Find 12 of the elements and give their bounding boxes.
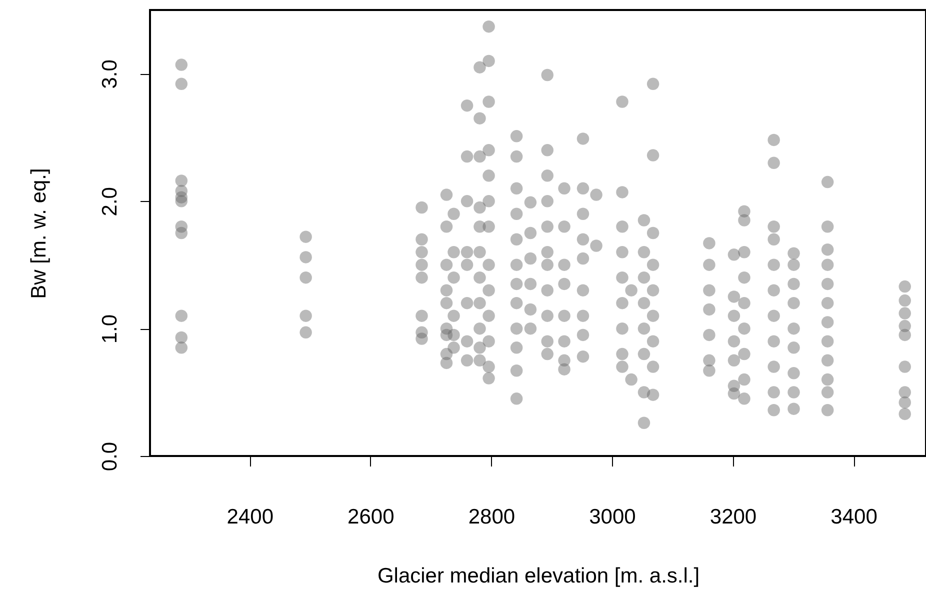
x-tick-label: 2800 — [468, 506, 516, 528]
y-tick-label: 3.0 — [98, 60, 122, 89]
y-tick-label: 2.0 — [98, 187, 122, 216]
y-axis-title: Bw [m. w. eq.] — [28, 168, 50, 299]
y-tick-label: 0.0 — [98, 442, 122, 472]
x-tick-label: 3200 — [710, 506, 757, 528]
x-tick-label: 2600 — [348, 506, 394, 528]
x-axis-title: Glacier median elevation [m. a.s.l.] — [377, 564, 700, 588]
x-tick-label: 3000 — [589, 506, 636, 528]
y-tick-label: 1.0 — [98, 314, 122, 344]
x-tick-label: 3400 — [830, 506, 878, 528]
x-tick-label: 2400 — [226, 506, 274, 528]
